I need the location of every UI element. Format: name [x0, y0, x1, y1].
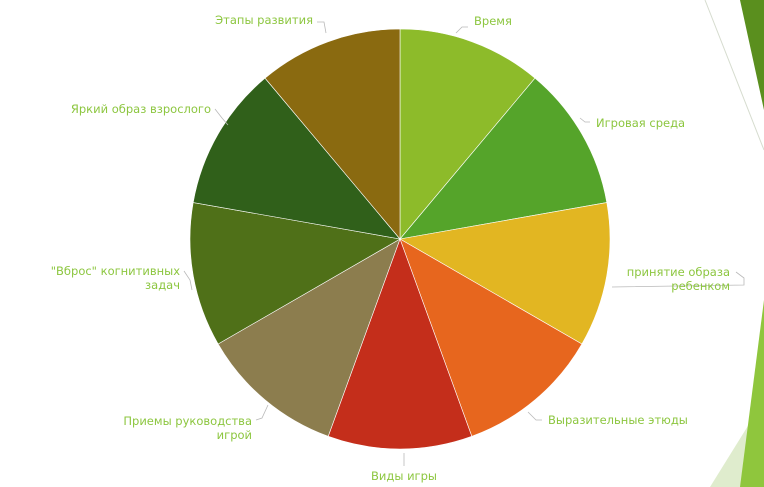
leader-line [527, 411, 542, 421]
slice-label: Яркий образ взрослого [71, 102, 211, 116]
pie-slice [399, 238, 583, 437]
slice-label: ребенком [671, 279, 730, 293]
pie-slice [399, 77, 608, 240]
slice-label: игрой [217, 428, 252, 442]
leader-line [214, 108, 229, 126]
leader-line [455, 26, 468, 34]
leader-line [611, 271, 745, 288]
facet-line [704, 0, 764, 151]
pie-slice [189, 202, 401, 345]
facet-dark [740, 0, 764, 110]
slice-label: принятие образа [627, 265, 730, 279]
pie-slice [264, 28, 401, 240]
pie-slice [399, 202, 611, 345]
slice-label: Этапы развития [215, 13, 313, 27]
pie-slice [399, 28, 536, 240]
leader-line [183, 270, 193, 291]
pie-labels: Время Игровая среда принятие образаребенко… [51, 13, 730, 483]
pie-slice [217, 238, 401, 437]
leader-line [317, 21, 327, 34]
pie-slices [189, 28, 611, 450]
slice-label: задач [145, 278, 180, 292]
leader-line [255, 404, 269, 421]
slice-label: Виды игры [371, 469, 437, 483]
slice-label: Выразительные этюды [548, 413, 688, 427]
facet-mid [740, 300, 764, 487]
pie-slice [192, 77, 401, 240]
slice-label: "Вброс" когнитивных [51, 264, 180, 278]
decorative-facets [704, 0, 764, 487]
slice-label: Время [474, 14, 512, 28]
slice-label: Приемы руководства [123, 414, 252, 428]
slice-label: Игровая среда [596, 116, 685, 130]
label-leaders [183, 21, 745, 466]
pie-slice [327, 238, 473, 450]
leader-line [579, 117, 590, 123]
